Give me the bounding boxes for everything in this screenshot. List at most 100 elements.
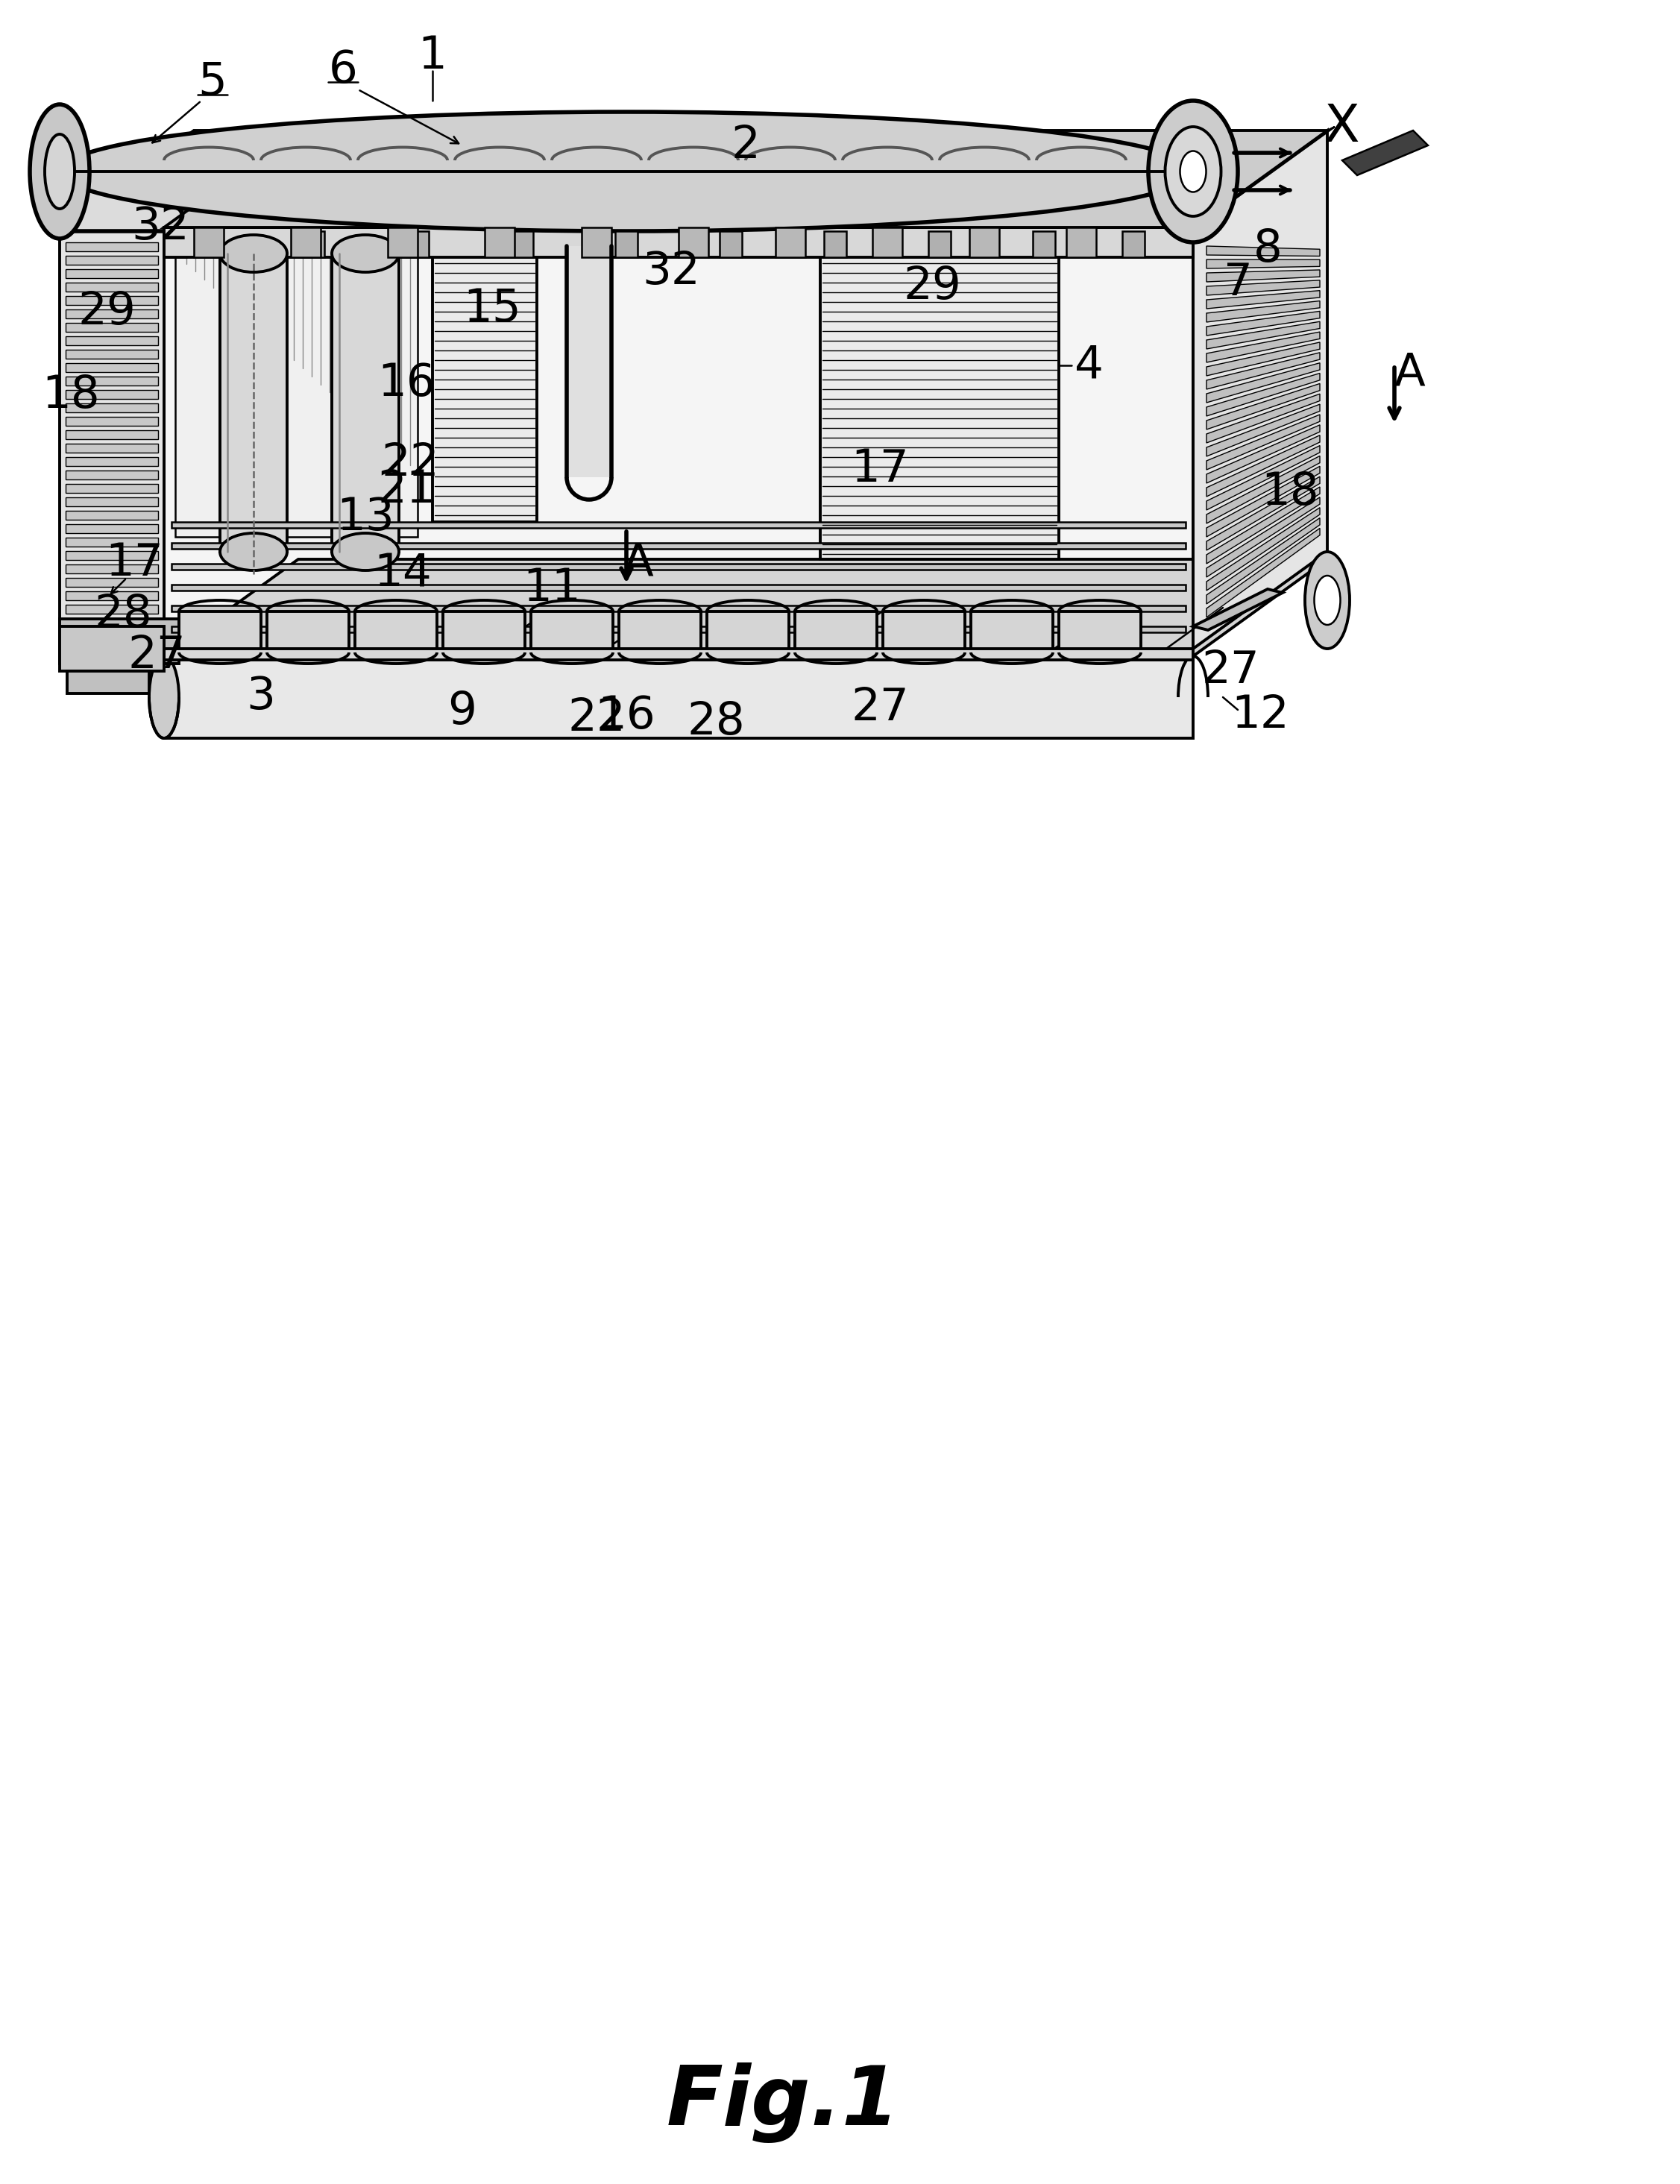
- Text: 1: 1: [418, 35, 447, 79]
- Polygon shape: [1206, 352, 1320, 389]
- Text: 4: 4: [1074, 343, 1104, 387]
- Polygon shape: [198, 232, 220, 258]
- Polygon shape: [354, 612, 437, 653]
- Polygon shape: [171, 627, 1186, 633]
- Polygon shape: [60, 227, 165, 649]
- Polygon shape: [165, 227, 1193, 649]
- Polygon shape: [1206, 343, 1320, 376]
- Text: 18: 18: [42, 373, 99, 417]
- Polygon shape: [1206, 507, 1320, 590]
- Ellipse shape: [1149, 100, 1238, 242]
- Text: 28: 28: [94, 594, 151, 638]
- Polygon shape: [66, 242, 158, 251]
- Polygon shape: [66, 323, 158, 332]
- Polygon shape: [1206, 363, 1320, 402]
- Text: A: A: [1394, 352, 1425, 395]
- Polygon shape: [1206, 332, 1320, 363]
- Text: 3: 3: [247, 675, 276, 719]
- Polygon shape: [66, 456, 158, 465]
- Polygon shape: [1206, 280, 1320, 295]
- Ellipse shape: [220, 236, 287, 273]
- Polygon shape: [719, 232, 743, 258]
- Polygon shape: [1193, 127, 1334, 227]
- Polygon shape: [175, 253, 418, 537]
- Polygon shape: [1206, 465, 1320, 537]
- Polygon shape: [66, 470, 158, 480]
- Text: 18: 18: [1262, 470, 1319, 513]
- Text: 22: 22: [381, 441, 438, 485]
- Polygon shape: [60, 173, 1193, 232]
- Text: 32: 32: [642, 251, 701, 295]
- Text: 9: 9: [449, 690, 477, 734]
- Polygon shape: [1206, 321, 1320, 349]
- Polygon shape: [171, 563, 1186, 570]
- Polygon shape: [66, 443, 158, 452]
- Text: A: A: [622, 542, 654, 585]
- Polygon shape: [615, 232, 637, 258]
- Ellipse shape: [1166, 127, 1221, 216]
- Polygon shape: [180, 612, 260, 653]
- Polygon shape: [1206, 271, 1320, 282]
- Polygon shape: [1206, 312, 1320, 336]
- Polygon shape: [66, 297, 158, 306]
- Polygon shape: [60, 618, 180, 664]
- Polygon shape: [1067, 227, 1095, 258]
- Polygon shape: [1122, 232, 1144, 258]
- Text: 27: 27: [850, 686, 909, 729]
- Text: 13: 13: [336, 496, 395, 539]
- Polygon shape: [1342, 131, 1428, 175]
- Ellipse shape: [1305, 553, 1349, 649]
- Text: 29: 29: [904, 264, 961, 310]
- Ellipse shape: [333, 533, 398, 570]
- Polygon shape: [486, 227, 514, 258]
- Polygon shape: [511, 232, 533, 258]
- Polygon shape: [969, 227, 1000, 258]
- Polygon shape: [66, 349, 158, 358]
- Polygon shape: [1206, 301, 1320, 321]
- Text: 29: 29: [77, 290, 136, 334]
- Polygon shape: [1206, 373, 1320, 417]
- Polygon shape: [66, 363, 158, 371]
- Polygon shape: [884, 612, 964, 653]
- Polygon shape: [193, 227, 223, 258]
- Polygon shape: [60, 131, 299, 227]
- Polygon shape: [872, 227, 902, 258]
- Polygon shape: [929, 232, 951, 258]
- Polygon shape: [1206, 290, 1320, 308]
- Polygon shape: [531, 612, 613, 653]
- Polygon shape: [220, 253, 287, 553]
- Text: 27: 27: [1201, 649, 1260, 692]
- Polygon shape: [165, 227, 1193, 258]
- Text: 14: 14: [373, 553, 432, 596]
- Text: 21: 21: [378, 470, 435, 513]
- Ellipse shape: [60, 111, 1193, 232]
- Text: X: X: [1324, 103, 1361, 151]
- Polygon shape: [1206, 260, 1320, 269]
- Polygon shape: [66, 579, 158, 587]
- Polygon shape: [618, 612, 701, 653]
- Ellipse shape: [1314, 577, 1341, 625]
- Ellipse shape: [30, 105, 89, 238]
- Polygon shape: [66, 511, 158, 520]
- Polygon shape: [165, 559, 1327, 655]
- Polygon shape: [1206, 518, 1320, 605]
- Polygon shape: [66, 605, 158, 614]
- Polygon shape: [66, 376, 158, 387]
- Polygon shape: [66, 310, 158, 319]
- Polygon shape: [66, 417, 158, 426]
- Polygon shape: [302, 232, 324, 258]
- Text: 7: 7: [1223, 262, 1252, 306]
- Text: 6: 6: [329, 48, 358, 94]
- Text: 8: 8: [1253, 227, 1282, 271]
- Polygon shape: [971, 612, 1053, 653]
- Polygon shape: [795, 612, 877, 653]
- Polygon shape: [67, 670, 150, 695]
- Polygon shape: [165, 131, 1327, 227]
- Polygon shape: [679, 227, 709, 258]
- Ellipse shape: [1179, 151, 1206, 192]
- Polygon shape: [291, 227, 321, 258]
- Polygon shape: [1206, 456, 1320, 524]
- Polygon shape: [1206, 384, 1320, 430]
- Text: 16: 16: [598, 695, 655, 738]
- Polygon shape: [776, 227, 805, 258]
